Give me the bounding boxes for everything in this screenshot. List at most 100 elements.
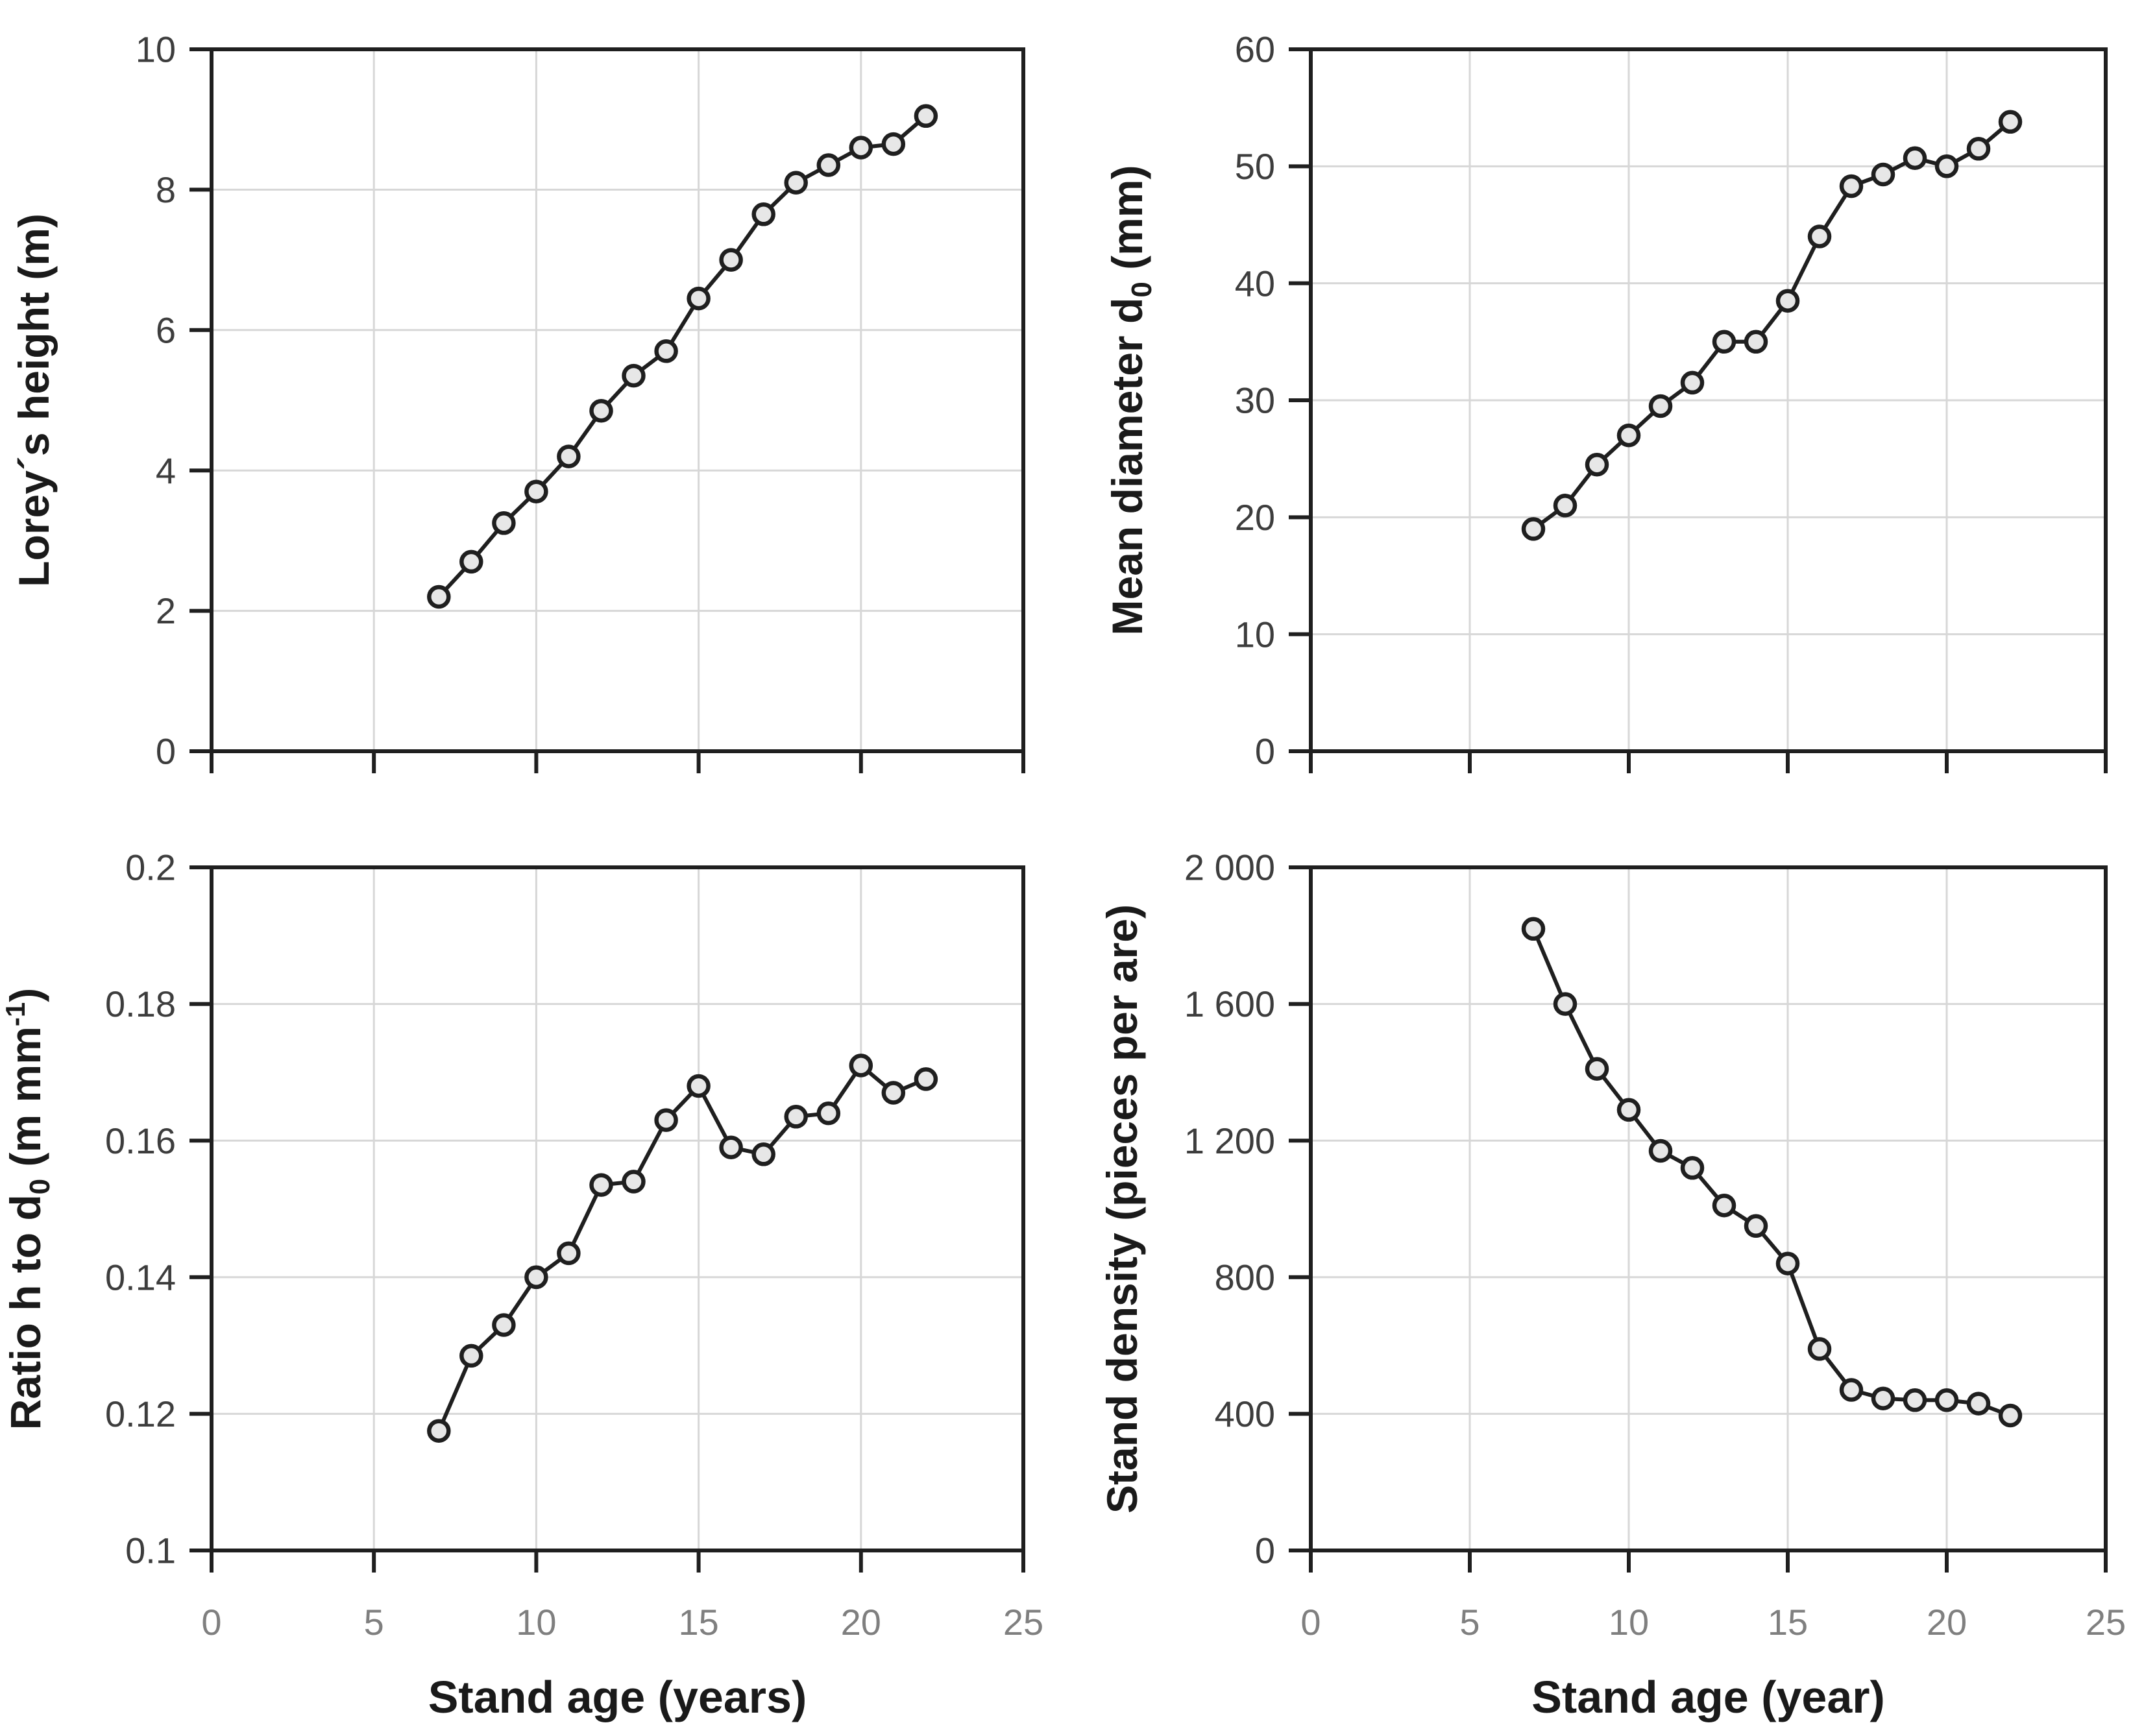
x-axis-title: Stand age (years) [428,1672,807,1722]
data-point-marker [654,339,678,363]
data-point-marker [1966,1392,1991,1416]
data-point-marker [492,511,516,535]
data-point-marker [849,1054,873,1078]
stand-density-chart: 0 5 10 15 20 25 0 400 800 1 200 1 600 2 000 Stand de… [1098,847,2126,1722]
y-tick-label: 4 [156,450,176,491]
x-tick-label: 20 [1927,1602,1967,1643]
data-point-marker [1807,224,1832,248]
data-point-marker [557,444,581,468]
data-point-marker [1553,494,1578,518]
data-point-marker [1648,1139,1673,1163]
data-point-marker [1998,1403,2023,1428]
y-tick-label: 0.14 [105,1257,176,1297]
data-point-marker [914,104,938,128]
data-point-marker [1585,452,1609,477]
data-point-marker [524,479,548,503]
y-axis-title: Ratio h to d0 (m mm-1) [0,988,56,1430]
y-tick-label: 20 [1235,497,1275,538]
data-point-marker [1807,1337,1832,1361]
data-point-marker [1616,1098,1641,1122]
data-point-marker [816,1101,841,1126]
y-tick-label: 0 [156,731,176,772]
data-point-marker [1998,110,2023,134]
y-tick-label: 0.2 [125,847,176,888]
data-point-marker [622,1170,646,1194]
data-point-marker [849,136,873,160]
y-tick-label: 0.1 [125,1530,176,1571]
data-point-marker [427,585,451,609]
data-point-marker [1903,1388,1927,1412]
data-point-marker [1966,137,1991,161]
series-line [1531,928,2012,1417]
y-axis-title: Stand density (pieces per are) [1098,904,1146,1513]
y-tick-label: 2 000 [1184,847,1275,888]
x-tick-label: 0 [1300,1602,1321,1643]
x-tick-label: 15 [678,1602,718,1643]
y-tick-label: 1 600 [1184,983,1275,1024]
data-point-marker [1744,330,1768,354]
x-tick-label: 10 [1609,1602,1649,1643]
data-point-marker [589,1173,613,1197]
y-tick-label: 800 [1215,1257,1275,1297]
plot-frame [210,47,1025,753]
x-tick-label: 5 [1459,1602,1480,1643]
y-tick-label: 400 [1215,1393,1275,1434]
x-tick-label: 25 [2086,1602,2126,1643]
data-point-marker [1934,1388,1959,1412]
x-tick-label: 25 [1003,1602,1043,1643]
series-line [437,1063,927,1432]
data-point-marker [1585,1057,1609,1081]
y-tick-label: 60 [1235,29,1275,70]
data-point-marker [622,363,646,388]
data-point-marker [459,1344,483,1368]
y-axis-title: Lorey´s height (m) [10,213,58,587]
data-point-marker [1744,1214,1768,1238]
data-point-marker [1680,1156,1705,1180]
data-point-marker [1521,517,1546,541]
y-tick-label: 8 [156,169,176,210]
data-point-marker [784,1105,808,1129]
data-point-marker [654,1108,678,1132]
data-point-marker [1616,423,1641,448]
y-tick-label: 0.16 [105,1120,176,1161]
plot-frame [1309,865,2108,1552]
series-line [1532,120,2012,531]
data-point-marker [687,1074,711,1098]
data-point-marker [1839,174,1864,199]
series-line [437,114,927,599]
data-point-marker [427,1419,451,1443]
mean-diameter-chart: 0 10 20 30 40 50 60 Mean diameter d0 (mm) [1103,29,2108,773]
data-point-marker [1871,162,1895,187]
y-tick-label: 40 [1235,263,1275,304]
x-axis-title: Stand age (year) [1531,1672,1885,1722]
x-tick-label: 20 [841,1602,881,1643]
data-point-marker [784,171,808,195]
data-point-marker [719,1135,743,1159]
data-point-marker [816,153,841,177]
x-tick-label: 10 [516,1602,556,1643]
data-point-marker [492,1313,516,1337]
data-point-marker [687,286,711,311]
data-point-marker [881,1081,906,1105]
y-tick-label: 10 [136,29,176,70]
plot-frame [210,865,1025,1552]
data-point-marker [1839,1378,1864,1402]
y-tick-label: 2 [156,590,176,631]
data-point-marker [1680,370,1705,395]
data-point-marker [1553,992,1578,1016]
data-point-marker [1775,289,1800,313]
data-point-marker [751,1142,775,1166]
data-point-marker [1712,330,1736,354]
y-tick-label: 50 [1235,146,1275,187]
data-point-marker [1934,154,1959,178]
data-point-marker [557,1241,581,1266]
data-point-marker [1648,394,1673,418]
data-point-marker [751,202,775,226]
data-point-marker [459,549,483,574]
data-point-marker [1521,917,1546,941]
x-tick-label: 5 [364,1602,384,1643]
data-point-marker [1871,1386,1895,1410]
data-point-marker [914,1067,938,1091]
